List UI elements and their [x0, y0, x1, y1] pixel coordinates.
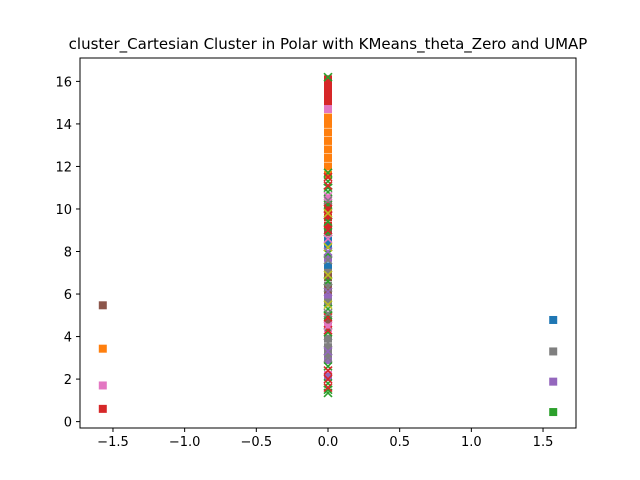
x-tick-label: −0.5: [241, 435, 273, 450]
data-point-square: [324, 198, 332, 207]
data-point-x: [323, 308, 333, 318]
y-tick-label: 12: [55, 160, 72, 175]
data-point-square: [98, 301, 107, 310]
data-point-square: [324, 100, 332, 109]
data-point-square: [324, 194, 332, 203]
y-tick-label: 2: [64, 373, 72, 388]
data-point-x: [323, 287, 333, 297]
data-point-x: [323, 270, 333, 280]
y-tick-label: 6: [64, 288, 72, 303]
data-point-square: [324, 241, 332, 250]
data-point-square: [324, 268, 332, 277]
data-point-square: [324, 253, 332, 262]
data-point-x: [323, 338, 333, 348]
data-point-square: [324, 292, 332, 301]
data-point-x: [323, 383, 333, 393]
data-point-x: [323, 195, 333, 206]
data-point-square: [549, 408, 558, 417]
data-point-x: [323, 300, 333, 310]
data-point-square: [98, 381, 107, 390]
y-tick-label: 4: [64, 331, 72, 346]
data-point-square: [324, 343, 332, 352]
data-point-square: [324, 162, 332, 171]
y-tick-label: 0: [64, 416, 72, 431]
y-axis: 0 2 4 6 8 10 12 14 16: [55, 75, 80, 431]
chart-title: cluster_Cartesian Cluster in Polar with …: [69, 35, 588, 54]
y-tick-label: 16: [55, 75, 72, 90]
data-point-x: [323, 72, 333, 82]
data-point-square: [324, 324, 332, 333]
data-point-square: [549, 315, 558, 324]
data-point-square: [324, 319, 332, 328]
data-point-x: [323, 181, 333, 191]
data-point-x: [323, 374, 333, 384]
data-point-square: [324, 88, 332, 97]
x-tick-label: 1.5: [533, 435, 554, 450]
data-point-square: [324, 136, 332, 145]
data-point-x: [323, 366, 333, 376]
x-tick-label: −1.0: [169, 435, 201, 450]
data-point-square: [324, 170, 332, 179]
data-point-square: [324, 213, 332, 222]
data-point-square: [324, 75, 332, 84]
data-point-square: [324, 334, 332, 343]
data-point-square: [324, 315, 332, 324]
data-point-x: [323, 346, 333, 357]
data-point-square: [324, 281, 332, 290]
data-point-square: [324, 262, 332, 271]
data-point-x: [323, 255, 333, 265]
data-point-square: [324, 119, 332, 128]
data-point-square: [324, 128, 332, 137]
data-point-square: [98, 404, 107, 413]
data-point-x: [323, 385, 333, 395]
data-point-x: [323, 246, 333, 257]
data-point-square: [324, 298, 332, 307]
x-tick-label: −1.5: [97, 435, 129, 450]
data-point-square: [549, 347, 558, 356]
y-tick-label: 14: [55, 118, 72, 133]
x-tick-label: 0.0: [318, 435, 339, 450]
data-point-square: [324, 105, 332, 114]
data-point-square: [549, 377, 558, 386]
data-point-x: [323, 310, 333, 320]
x-axis: −1.5 −1.0 −0.5 0.0 0.5 1.0 1.5: [97, 428, 553, 450]
data-point-square: [324, 349, 332, 358]
data-point-square: [324, 355, 332, 364]
data-point-square: [324, 372, 332, 381]
y-tick-label: 10: [55, 203, 72, 218]
data-point-square: [324, 236, 332, 245]
y-tick-label: 8: [64, 246, 72, 261]
data-point-square: [324, 81, 332, 90]
data-point-x: [323, 321, 333, 331]
data-point-x: [323, 234, 333, 244]
x-tick-label: 1.0: [461, 435, 482, 450]
data-point-square: [324, 113, 332, 122]
data-point-square: [324, 153, 332, 162]
data-point-square: [324, 94, 332, 103]
x-tick-label: 0.5: [389, 435, 410, 450]
data-point-square: [324, 273, 332, 282]
data-point-x: [323, 210, 333, 220]
data-point-square: [324, 221, 332, 230]
data-points: [98, 72, 558, 417]
data-point-square: [98, 344, 107, 353]
data-point-square: [324, 285, 332, 294]
data-point-x: [323, 208, 333, 218]
data-point-x: [323, 225, 333, 235]
data-point-square: [324, 145, 332, 154]
data-point-x: [323, 172, 333, 182]
